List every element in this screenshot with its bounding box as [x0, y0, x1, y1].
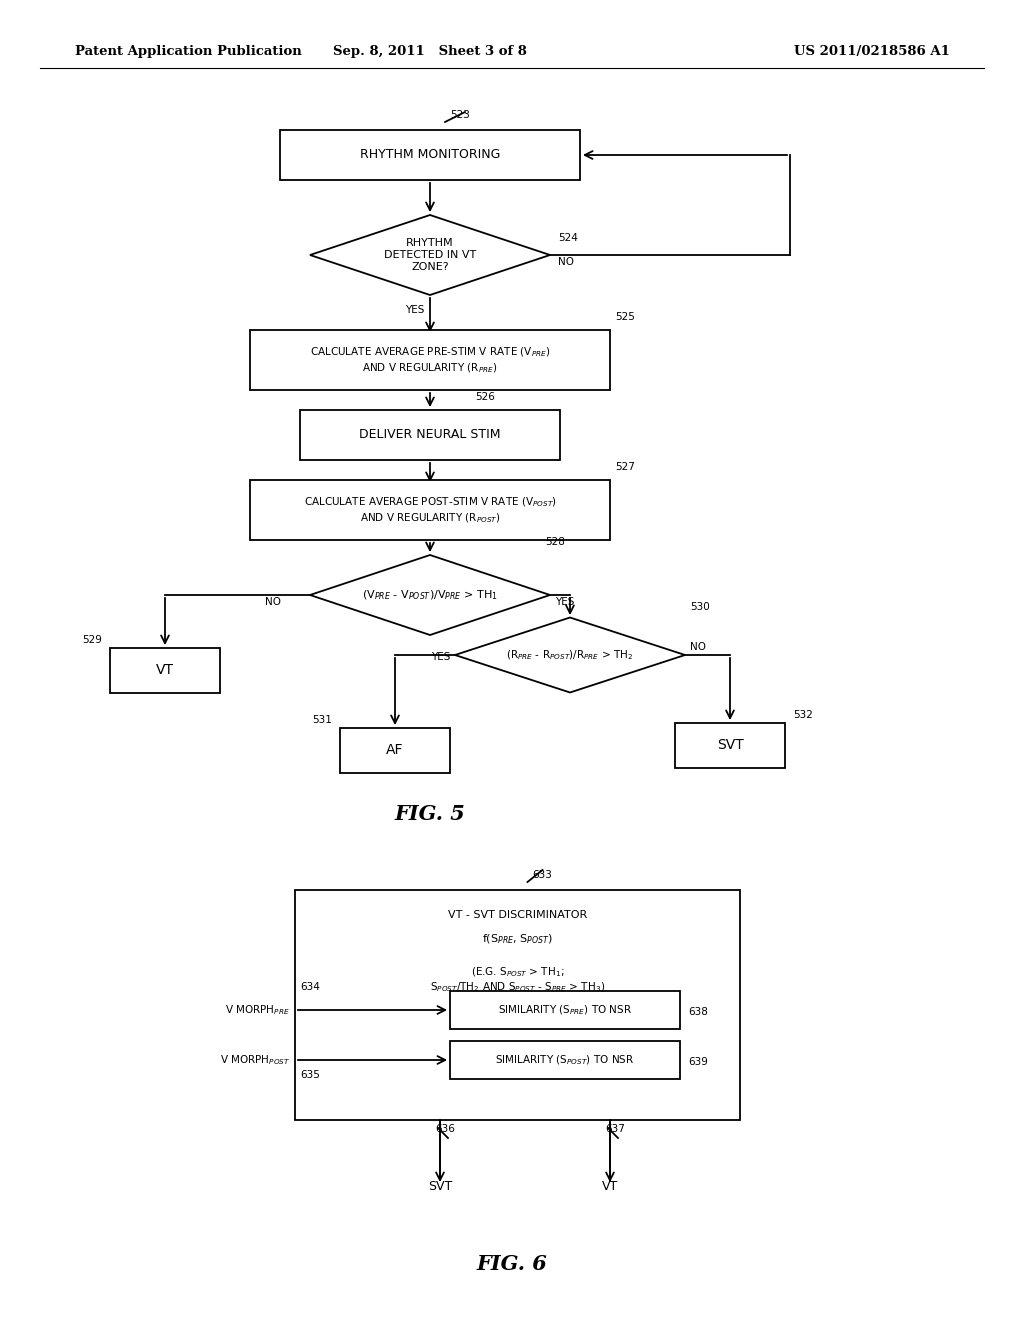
- Text: CALCULATE AVERAGE POST-STIM V RATE (V$_{POST}$)
AND V REGULARITY (R$_{POST}$): CALCULATE AVERAGE POST-STIM V RATE (V$_{…: [303, 495, 556, 524]
- Polygon shape: [310, 215, 550, 294]
- Text: Sep. 8, 2011   Sheet 3 of 8: Sep. 8, 2011 Sheet 3 of 8: [333, 45, 527, 58]
- Text: DELIVER NEURAL STIM: DELIVER NEURAL STIM: [359, 429, 501, 441]
- Polygon shape: [455, 618, 685, 693]
- Text: (E.G. S$_{POST}$ > TH$_1$;
S$_{POST}$/TH$_2$ AND S$_{POST}$ - S$_{PRE}$ > TH$_3$: (E.G. S$_{POST}$ > TH$_1$; S$_{POST}$/TH…: [430, 965, 605, 994]
- Text: (R$_{PRE}$ - R$_{POST}$)/R$_{PRE}$ > TH$_2$: (R$_{PRE}$ - R$_{POST}$)/R$_{PRE}$ > TH$…: [507, 648, 634, 661]
- Text: 524: 524: [558, 234, 578, 243]
- Text: SIMILARITY (S$_{POST}$) TO NSR: SIMILARITY (S$_{POST}$) TO NSR: [496, 1053, 635, 1067]
- Text: 634: 634: [300, 982, 319, 993]
- Text: V MORPH$_{POST}$: V MORPH$_{POST}$: [219, 1053, 290, 1067]
- Text: RHYTHM
DETECTED IN VT
ZONE?: RHYTHM DETECTED IN VT ZONE?: [384, 239, 476, 272]
- Text: (V$_{PRE}$ - V$_{POST}$)/V$_{PRE}$ > TH$_1$: (V$_{PRE}$ - V$_{POST}$)/V$_{PRE}$ > TH$…: [361, 589, 498, 602]
- Text: 526: 526: [475, 392, 495, 403]
- FancyBboxPatch shape: [250, 330, 610, 389]
- Text: 637: 637: [605, 1125, 625, 1134]
- Text: SVT: SVT: [717, 738, 743, 752]
- Text: FIG. 6: FIG. 6: [476, 1254, 548, 1274]
- Text: NO: NO: [265, 597, 281, 607]
- Text: US 2011/0218586 A1: US 2011/0218586 A1: [795, 45, 950, 58]
- Text: SVT: SVT: [428, 1180, 453, 1193]
- Text: 639: 639: [688, 1057, 708, 1067]
- Text: f(S$_{PRE}$, S$_{POST}$): f(S$_{PRE}$, S$_{POST}$): [482, 932, 553, 945]
- Text: VT: VT: [156, 663, 174, 677]
- Text: NO: NO: [690, 642, 706, 652]
- FancyBboxPatch shape: [340, 727, 450, 772]
- Text: YES: YES: [406, 305, 424, 315]
- Text: 529: 529: [82, 635, 101, 645]
- Text: 530: 530: [690, 602, 710, 612]
- Text: YES: YES: [555, 597, 574, 607]
- FancyBboxPatch shape: [295, 890, 740, 1119]
- FancyBboxPatch shape: [250, 480, 610, 540]
- Text: 528: 528: [545, 537, 565, 546]
- Text: 531: 531: [312, 715, 332, 725]
- Text: SIMILARITY (S$_{PRE}$) TO NSR: SIMILARITY (S$_{PRE}$) TO NSR: [498, 1003, 632, 1016]
- Text: 633: 633: [532, 870, 552, 880]
- Text: 636: 636: [435, 1125, 455, 1134]
- FancyBboxPatch shape: [450, 991, 680, 1030]
- FancyBboxPatch shape: [110, 648, 220, 693]
- Text: V MORPH$_{PRE}$: V MORPH$_{PRE}$: [225, 1003, 290, 1016]
- Text: 527: 527: [615, 462, 635, 473]
- FancyBboxPatch shape: [280, 129, 580, 180]
- Text: NO: NO: [558, 257, 574, 267]
- Text: 638: 638: [688, 1007, 708, 1016]
- Text: RHYTHM MONITORING: RHYTHM MONITORING: [359, 149, 500, 161]
- Text: 523: 523: [450, 110, 470, 120]
- Polygon shape: [310, 554, 550, 635]
- Text: VT: VT: [602, 1180, 618, 1193]
- Text: CALCULATE AVERAGE PRE-STIM V RATE (V$_{PRE}$)
AND V REGULARITY (R$_{PRE}$): CALCULATE AVERAGE PRE-STIM V RATE (V$_{P…: [309, 346, 550, 375]
- FancyBboxPatch shape: [300, 411, 560, 459]
- Text: 525: 525: [615, 312, 635, 322]
- FancyBboxPatch shape: [675, 722, 785, 767]
- Text: FIG. 5: FIG. 5: [394, 804, 465, 824]
- FancyBboxPatch shape: [450, 1041, 680, 1078]
- Text: 635: 635: [300, 1071, 319, 1080]
- Text: Patent Application Publication: Patent Application Publication: [75, 45, 302, 58]
- Text: 532: 532: [793, 710, 813, 719]
- Text: VT - SVT DISCRIMINATOR: VT - SVT DISCRIMINATOR: [447, 909, 587, 920]
- Text: AF: AF: [386, 743, 403, 756]
- Text: YES: YES: [431, 652, 450, 663]
